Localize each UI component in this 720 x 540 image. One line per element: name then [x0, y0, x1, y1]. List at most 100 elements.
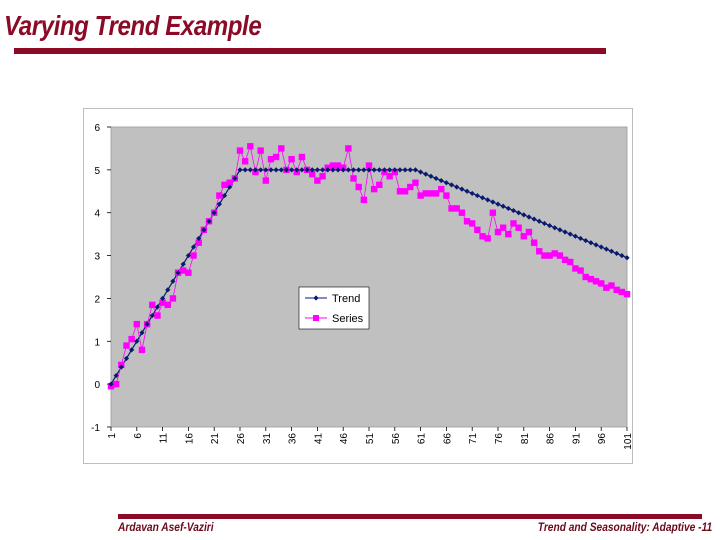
series-point [262, 177, 269, 184]
series-point [515, 224, 522, 231]
series-point [474, 226, 481, 234]
series-point [226, 179, 233, 186]
series-point [159, 299, 166, 306]
trend-point [552, 225, 558, 231]
trend-point [273, 167, 279, 173]
trend-point [598, 244, 604, 250]
series-point [551, 250, 558, 257]
series-point [190, 252, 197, 259]
series-point [499, 224, 507, 231]
x-tick-label: 76 [494, 433, 505, 445]
series-point [149, 301, 156, 309]
trend-point [577, 235, 584, 242]
trend-point [448, 182, 455, 188]
series-point [329, 162, 337, 169]
series-point [267, 155, 275, 163]
series-point [536, 248, 543, 255]
legend-label: Trend [332, 293, 360, 305]
trend-point [412, 167, 419, 173]
trend-point [418, 169, 424, 175]
trend-point [309, 167, 315, 173]
series-point [572, 265, 579, 272]
trend-point [608, 248, 615, 254]
trend-point [531, 216, 537, 222]
series-point [180, 267, 187, 274]
y-tick-label: 5 [94, 166, 100, 177]
series-point [427, 190, 435, 197]
trend-point [510, 207, 517, 214]
series-point [530, 239, 538, 246]
x-tick-label: 1 [107, 433, 118, 439]
trend-point [139, 330, 145, 336]
series-point [577, 267, 584, 274]
trend-point [185, 252, 191, 259]
series-point [412, 179, 419, 186]
trend-point [495, 201, 501, 207]
series-point [112, 380, 120, 388]
trend-point [454, 184, 460, 190]
x-tick-label: 101 [623, 433, 633, 450]
series-point [603, 284, 610, 291]
series-point [133, 320, 140, 328]
series-point [417, 192, 424, 199]
series-point [319, 173, 326, 180]
series-point [479, 233, 486, 240]
trend-point [227, 184, 233, 190]
series-point [195, 239, 202, 246]
trend-point [387, 167, 393, 173]
x-tick-label: 6 [133, 433, 144, 439]
y-tick-label: 2 [94, 294, 100, 305]
series-point [396, 188, 404, 195]
x-tick-label: 21 [210, 433, 221, 445]
trend-point [428, 173, 434, 179]
series-point [463, 218, 471, 225]
trend-point [562, 229, 568, 235]
trend-point [283, 167, 290, 173]
x-tick-label: 56 [391, 433, 402, 445]
trend-point [603, 246, 609, 252]
trend-point [614, 250, 620, 257]
series-point [525, 228, 533, 236]
trend-point [572, 233, 578, 239]
series-point [236, 147, 244, 154]
trend-point [381, 167, 388, 173]
series-point [309, 170, 316, 178]
x-tick-label: 86 [546, 433, 557, 445]
series-point [386, 173, 393, 180]
trend-point [479, 195, 486, 201]
series-point [458, 209, 466, 216]
series-point [598, 280, 605, 287]
trend-point [505, 205, 511, 212]
series-point [422, 190, 429, 197]
series-point [298, 153, 306, 161]
series-point [505, 230, 512, 238]
trend-point [593, 242, 599, 248]
trend-point [516, 210, 522, 216]
legend-marker [313, 295, 319, 301]
series-point [510, 220, 517, 227]
trend-point [252, 167, 259, 173]
trend-point [108, 381, 114, 387]
series-point [453, 205, 460, 212]
series-point [272, 153, 280, 161]
trend-point [536, 218, 542, 224]
trend-point [459, 186, 465, 192]
series-point [185, 269, 192, 276]
y-tick-label: 3 [94, 252, 100, 263]
trend-point [330, 167, 336, 173]
series-point [592, 278, 600, 285]
x-tick-label: 96 [597, 433, 608, 445]
trend-point [350, 167, 357, 173]
y-tick-label: 6 [94, 123, 100, 134]
title-underline [14, 48, 606, 54]
trend-point [242, 167, 248, 173]
series-point [288, 155, 295, 163]
trend-point [376, 167, 382, 173]
series-point [334, 162, 342, 169]
trend-point [402, 167, 408, 173]
x-tick-label: 46 [339, 433, 350, 445]
series-point [138, 346, 146, 354]
footer-underline [118, 514, 702, 519]
footer-author: Ardavan Asef-Vaziri [118, 520, 214, 534]
x-tick-label: 61 [417, 433, 428, 445]
